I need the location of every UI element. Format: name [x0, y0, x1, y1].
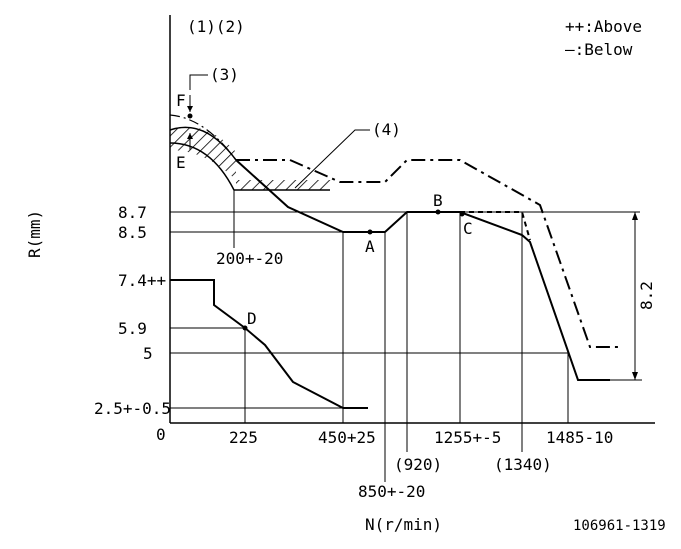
y-axis-label: R(mm)	[25, 210, 44, 258]
callout-c: C	[463, 219, 473, 238]
arrow-f-head	[187, 106, 193, 112]
callout-d: D	[247, 309, 257, 328]
y-tick-5: 5	[143, 344, 153, 363]
curve-idle	[170, 279, 368, 409]
origin-label: 0	[156, 425, 166, 444]
callout-4: (4)	[372, 120, 401, 139]
point-d	[242, 325, 248, 331]
x-axis-label: N(r/min)	[365, 515, 442, 534]
point-f	[187, 113, 193, 119]
y-tick-8-7: 8.7	[118, 203, 147, 222]
point-a	[367, 229, 373, 235]
leader-4	[294, 129, 370, 189]
leader-3	[189, 74, 208, 90]
top-labels: (1)(2)	[187, 17, 245, 36]
x-tick-1340: (1340)	[494, 455, 552, 474]
arrow-e-head	[187, 133, 193, 139]
diagram-code: 106961-1319	[573, 518, 666, 534]
y-tick-8-5: 8.5	[118, 223, 147, 242]
callout-3: (3)	[210, 65, 239, 84]
dim-8-2-arrow-top	[632, 212, 638, 220]
y-tick-5-9: 5.9	[118, 319, 147, 338]
hatched-zone-lower-edge	[169, 142, 330, 191]
x-tick-920: (920)	[394, 455, 442, 474]
callout-e: E	[176, 153, 186, 172]
x-tick-225: 225	[229, 428, 258, 447]
legend-above: ++:Above	[565, 17, 642, 36]
callout-a: A	[365, 237, 375, 256]
x-tick-1255: 1255+-5	[434, 428, 501, 447]
y-tick-7-4: 7.4++	[118, 271, 166, 290]
hatched-zone-upper-edge	[169, 126, 237, 161]
x-tick-450: 450+25	[318, 428, 376, 447]
point-b	[435, 209, 441, 215]
curve-above-dashed	[460, 211, 531, 241]
dim-8-2-arrow-bottom	[632, 372, 638, 380]
x-tick-1485: 1485-10	[546, 428, 613, 447]
point-c	[459, 211, 465, 217]
x-tick-850: 850+-20	[358, 482, 425, 501]
callout-f: F	[176, 91, 186, 110]
y-tick-2-5: 2.5+-0.5	[94, 399, 171, 418]
curve-full-load	[235, 159, 610, 381]
dim-200-label: 200+-20	[216, 249, 283, 268]
callout-b: B	[433, 191, 443, 210]
curve-f-dashdot	[169, 114, 237, 161]
dim-8-2-label: 8.2	[637, 281, 656, 310]
hatched-zone	[170, 126, 335, 190]
legend-below: —:Below	[565, 40, 633, 59]
